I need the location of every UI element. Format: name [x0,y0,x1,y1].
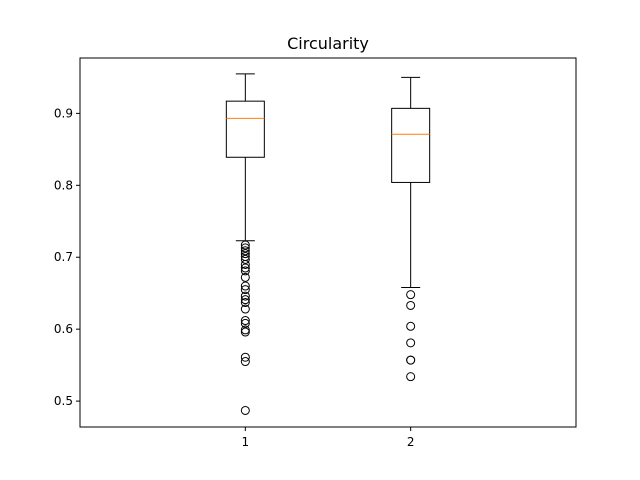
chart-title: Circularity [287,34,369,53]
flier-point [240,316,250,326]
flier-point [240,272,250,282]
box-iqr [391,107,431,183]
flier-point [240,291,250,301]
axes-frame [79,57,577,428]
box-iqr [225,100,265,158]
flier-point [240,259,250,269]
flier-point [240,246,250,256]
flier-point [240,318,250,328]
flier-point [240,240,250,250]
flier-point [240,285,250,295]
flier-point [240,327,250,337]
flier-point [406,355,416,365]
flier-point [240,298,250,308]
flier-point [406,321,416,331]
flier-point [240,263,250,273]
flier-point [240,243,250,253]
y-tick-label: 0.6 [54,322,73,336]
flier-point [406,372,416,382]
y-tick-label: 0.7 [54,250,73,264]
flier-point [240,352,250,362]
flier-point [240,405,250,415]
box-1 [225,73,265,415]
flier-point [406,300,416,310]
box-2 [391,76,431,382]
x-tick-label: 2 [407,435,415,449]
flier-point [240,281,250,291]
flier-point [406,338,416,348]
y-axis: 0.5 0.6 0.7 0.8 0.9 [54,106,80,408]
plot-area [225,73,431,415]
flier-point [240,254,250,264]
y-tick-label: 0.8 [54,178,73,192]
flier-point [406,290,416,300]
y-tick-label: 0.5 [54,394,73,408]
flier-point [240,266,250,276]
flier-point [240,325,250,335]
flier-point [240,295,250,305]
flier-point [240,249,250,259]
y-tick-label: 0.9 [54,106,73,120]
flier-point [240,304,250,314]
x-tick-label: 1 [242,435,250,449]
flier-point [240,357,250,367]
